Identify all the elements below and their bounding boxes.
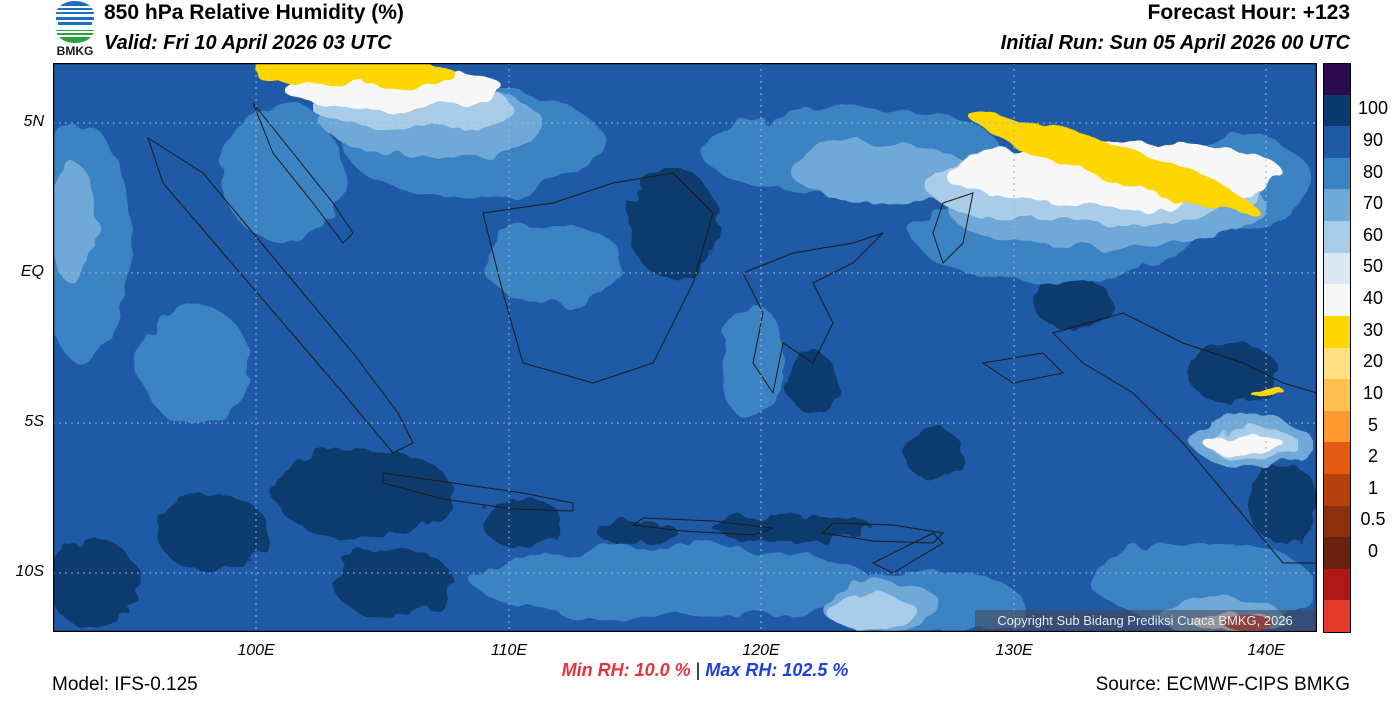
colorbar-segment: [1323, 189, 1350, 222]
colorbar-label: 10: [1362, 382, 1384, 403]
max-rh: Max RH: 102.5 %: [705, 660, 849, 680]
colorbar-segment: [1323, 568, 1350, 601]
colorbar-segment: [1323, 221, 1350, 254]
colorbar-label: 70: [1362, 193, 1384, 214]
colorbar-segment: [1323, 126, 1350, 159]
map-frame: [52, 62, 1318, 633]
colorbar-label: 60: [1362, 224, 1384, 245]
colorbar-label: 2: [1367, 446, 1378, 467]
stats-separator: |: [695, 660, 701, 680]
colorbar-label: 0.5: [1360, 509, 1386, 530]
model-name: Model: IFS-0.125: [52, 674, 198, 695]
colorbar-segment: [1323, 94, 1350, 127]
lat-label-10s: 10S: [15, 563, 44, 580]
copyright-notice: Copyright Sub Bidang Prediksi Cuaca BMKG…: [975, 610, 1315, 631]
colorbar-label: 80: [1362, 161, 1384, 182]
lon-label-100e: 100E: [237, 642, 275, 659]
colorbar-segment: [1323, 537, 1350, 570]
min-rh: Min RH: 10.0 %: [561, 660, 691, 680]
lon-label-120e: 120E: [742, 642, 780, 659]
lat-label-eq: EQ: [20, 263, 44, 280]
colorbar-frame: [1323, 63, 1351, 633]
colorbar-segment: [1323, 505, 1350, 538]
colorbar-label: 50: [1362, 256, 1384, 277]
graticule: [53, 63, 1317, 632]
colorbar-segment: [1323, 63, 1350, 96]
colorbar-label: 20: [1362, 351, 1384, 372]
colorbar-label: 0: [1367, 540, 1378, 561]
valid-time: Valid: Fri 10 April 2026 03 UTC: [104, 32, 392, 54]
lon-label-140e: 140E: [1247, 642, 1285, 659]
colorbar-segment: [1323, 284, 1350, 317]
chart-title: 850 hPa Relative Humidity (%): [104, 1, 404, 24]
lat-label-5n: 5N: [23, 113, 44, 130]
colorbar-label: 1: [1367, 477, 1378, 498]
colorbar-segment: [1323, 347, 1350, 380]
colorbar-segment: [1323, 600, 1350, 633]
humidity-map: [38, 57, 1318, 638]
colorbar-segment: [1323, 473, 1350, 507]
lon-label-110e: 110E: [490, 642, 528, 659]
forecast-hour: Forecast Hour: +123: [1147, 1, 1351, 24]
colorbar-segment: [1323, 252, 1350, 285]
colorbar-segment: [1323, 315, 1350, 348]
colorbar-segment: [1323, 157, 1350, 190]
bmkg-logo: BMKG: [50, 0, 100, 58]
initial-run: Initial Run: Sun 05 April 2026 00 UTC: [1000, 32, 1350, 54]
colorbar-label: 40: [1362, 288, 1384, 309]
colorbar-segment: [1323, 442, 1350, 475]
colorbar-label: 30: [1362, 319, 1384, 340]
colorbar-label: 90: [1362, 130, 1384, 151]
logo-text: BMKG: [57, 44, 94, 58]
lon-label-130e: 130E: [995, 642, 1033, 659]
colorbar-label: 100: [1357, 98, 1389, 119]
rh-stats: Min RH: 10.0 % | Max RH: 102.5 %: [0, 660, 1400, 681]
lat-label-5s: 5S: [24, 413, 44, 430]
colorbar-segment: [1323, 410, 1350, 443]
data-source: Source: ECMWF-CIPS BMKG: [1095, 674, 1350, 695]
colorbar-label: 5: [1367, 414, 1378, 435]
colorbar-segment: [1323, 379, 1350, 412]
